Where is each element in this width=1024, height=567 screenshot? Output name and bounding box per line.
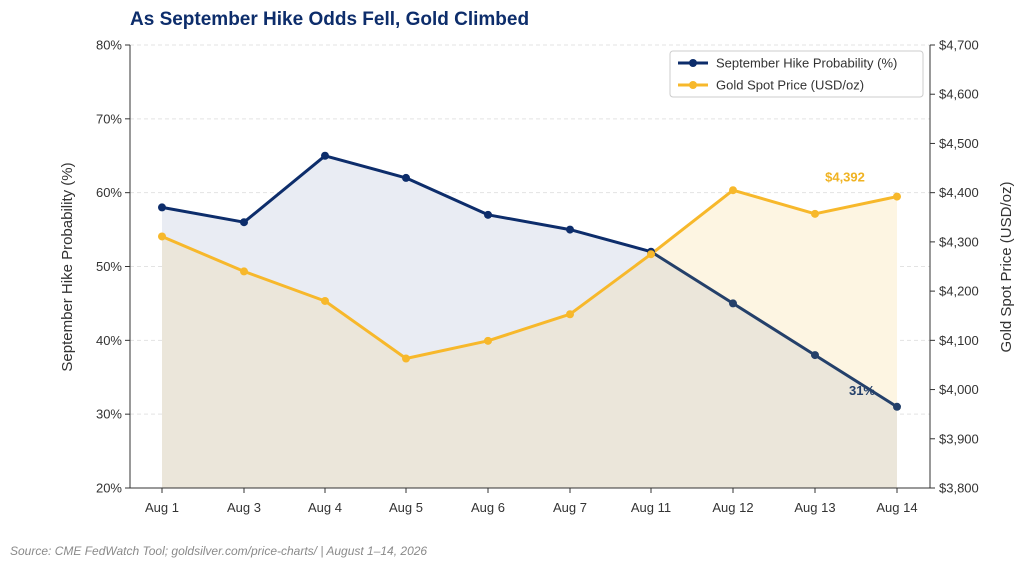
gold-end-annotation: $4,392 — [825, 170, 865, 185]
right-tick-label: $4,300 — [939, 234, 979, 249]
left-tick-label: 30% — [96, 407, 122, 422]
left-axis-ticks: 20% 30% 40% 50% 60% 70% 80% — [96, 38, 130, 496]
left-tick-label: 20% — [96, 481, 122, 496]
gold-price-point — [893, 192, 901, 201]
source-note: Source: CME FedWatch Tool; goldsilver.co… — [10, 544, 427, 558]
series-points — [158, 151, 901, 411]
hike-probability-point — [240, 218, 248, 227]
right-tick-label: $4,600 — [939, 87, 979, 102]
left-axis-label: September Hike Probability (%) — [59, 162, 76, 371]
gold-price-point — [402, 354, 410, 363]
legend: September Hike Probability (%) Gold Spot … — [669, 50, 924, 98]
right-tick-label: $4,000 — [939, 382, 979, 397]
hike-probability-point — [811, 351, 819, 360]
hike-end-annotation: 31% — [849, 383, 875, 398]
legend-swatch-point — [689, 81, 697, 89]
x-tick-label: Aug 14 — [876, 500, 917, 515]
right-tick-label: $4,100 — [939, 333, 979, 348]
x-axis-ticks: Aug 1 Aug 3 Aug 4 Aug 5 Aug 6 Aug 7 Aug 11 Aug … — [145, 488, 918, 515]
hike-probability-point — [893, 402, 901, 411]
left-tick-label: 80% — [96, 38, 122, 53]
x-tick-label: Aug 4 — [308, 500, 342, 515]
annotations: 31% $4,392 — [825, 170, 875, 398]
right-tick-label: $4,200 — [939, 284, 979, 299]
gold-price-point — [647, 250, 655, 259]
x-tick-label: Aug 3 — [227, 500, 261, 515]
gold-price-line — [161, 188, 898, 360]
gold-price-point — [158, 232, 166, 241]
x-tick-label: Aug 11 — [631, 500, 671, 515]
right-tick-label: $4,400 — [939, 185, 979, 200]
right-tick-label: $3,800 — [939, 481, 979, 496]
hike-probability-line-late — [650, 250, 898, 409]
x-tick-label: Aug 12 — [712, 500, 753, 515]
gold-price-point — [321, 296, 329, 305]
x-tick-label: Aug 7 — [553, 500, 587, 515]
hike-probability-point — [484, 210, 492, 219]
x-tick-label: Aug 6 — [471, 500, 505, 515]
hike-probability-point — [729, 299, 737, 308]
x-tick-label: Aug 1 — [145, 500, 179, 515]
gold-price-point — [566, 310, 574, 319]
x-tick-label: Aug 5 — [389, 500, 423, 515]
right-tick-label: $4,700 — [939, 38, 979, 53]
gold-price-point — [240, 267, 248, 276]
hike-probability-point — [402, 173, 410, 182]
overlap-area — [162, 236, 897, 488]
legend-label: September Hike Probability (%) — [716, 56, 897, 71]
legend-box — [669, 50, 924, 98]
right-tick-label: $4,500 — [939, 136, 979, 151]
hike-probability-point — [566, 225, 574, 234]
right-axis-ticks: $3,800 $3,900 $4,000 $4,100 $4,200 $4,300 $4,4… — [930, 38, 979, 496]
right-axis-label: Gold Spot Price (USD/oz) — [998, 182, 1015, 353]
left-tick-label: 60% — [96, 185, 122, 200]
left-tick-label: 50% — [96, 259, 122, 274]
gold-price-point — [811, 209, 819, 218]
left-tick-label: 40% — [96, 333, 122, 348]
legend-swatch-point — [689, 59, 697, 67]
legend-label: Gold Spot Price (USD/oz) — [716, 78, 864, 93]
area-fills — [162, 155, 897, 489]
right-tick-label: $3,900 — [939, 431, 979, 446]
hike-probability-point — [321, 151, 329, 160]
chart-title: As September Hike Odds Fell, Gold Climbe… — [130, 9, 529, 30]
left-tick-label: 70% — [96, 111, 122, 126]
hike-probability-point — [158, 203, 166, 212]
gold-price-point — [729, 186, 737, 195]
x-tick-label: Aug 13 — [794, 500, 835, 515]
gold-price-point — [484, 336, 492, 345]
